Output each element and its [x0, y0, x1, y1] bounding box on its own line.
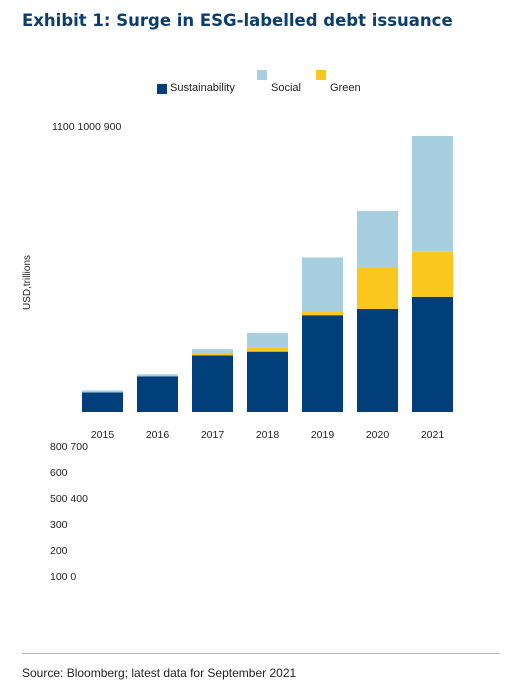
- bar-2020-sustainability: [357, 308, 398, 412]
- bar-2019-social: [302, 257, 343, 312]
- bar-2018-sustainability: [247, 351, 288, 412]
- x-tick-label-2017: 2017: [201, 429, 225, 441]
- legend-label-sustainability: Sustainability: [170, 82, 235, 94]
- y-tick-labels-100-0: 100 0: [50, 571, 77, 583]
- bar-2017-green: [192, 352, 233, 356]
- legend-label-green: Green: [330, 82, 361, 94]
- y-tick-labels-800-700: 800 700: [50, 441, 88, 453]
- bar-2016-sustainability: [137, 376, 178, 412]
- y-tick-labels-600: 600: [50, 467, 68, 479]
- footer-divider: [22, 653, 500, 654]
- bar-2021-sustainability: [412, 296, 453, 412]
- bar-2019-green: [302, 311, 343, 316]
- legend: Sustainability Social Green: [0, 0, 520, 100]
- bar-2021-social: [412, 136, 453, 252]
- bar-2020-social: [357, 210, 398, 268]
- bar-2019-sustainability: [302, 315, 343, 412]
- bar-chart: 2015 2016 2017 2018 2019 2020 2021: [82, 136, 453, 441]
- legend-swatch-green: [316, 70, 326, 80]
- y-tick-labels-300: 300: [50, 519, 68, 531]
- source-note: Source: Bloomberg; latest data for Septe…: [22, 666, 297, 680]
- y-tick-labels-200: 200: [50, 545, 68, 557]
- x-tick-label-2018: 2018: [256, 429, 280, 441]
- x-tick-label-2020: 2020: [366, 429, 390, 441]
- bar-2021-green: [412, 251, 453, 297]
- x-tick-label-2015: 2015: [91, 429, 115, 441]
- x-tick-label-2016: 2016: [146, 429, 170, 441]
- bar-2015-social: [82, 390, 123, 393]
- y-tick-labels-top: 1100 1000 900: [52, 121, 122, 133]
- legend-label-social: Social: [271, 82, 301, 94]
- legend-swatch-social: [257, 70, 267, 80]
- bar-2017-social: [192, 349, 233, 353]
- legend-swatch-sustainability: [157, 84, 167, 94]
- bar-2018-social: [247, 332, 288, 348]
- bar-2020-green: [357, 267, 398, 309]
- bar-2018-green: [247, 347, 288, 352]
- bar-2015-sustainability: [82, 392, 123, 412]
- x-tick-label-2019: 2019: [311, 429, 335, 441]
- bar-2017-sustainability: [192, 355, 233, 412]
- x-tick-label-2021: 2021: [421, 429, 445, 441]
- chart-title: Exhibit 1: Surge in ESG-labelled debt is…: [22, 11, 453, 30]
- bar-2016-social: [137, 374, 178, 377]
- y-tick-labels-500-400: 500 400: [50, 493, 88, 505]
